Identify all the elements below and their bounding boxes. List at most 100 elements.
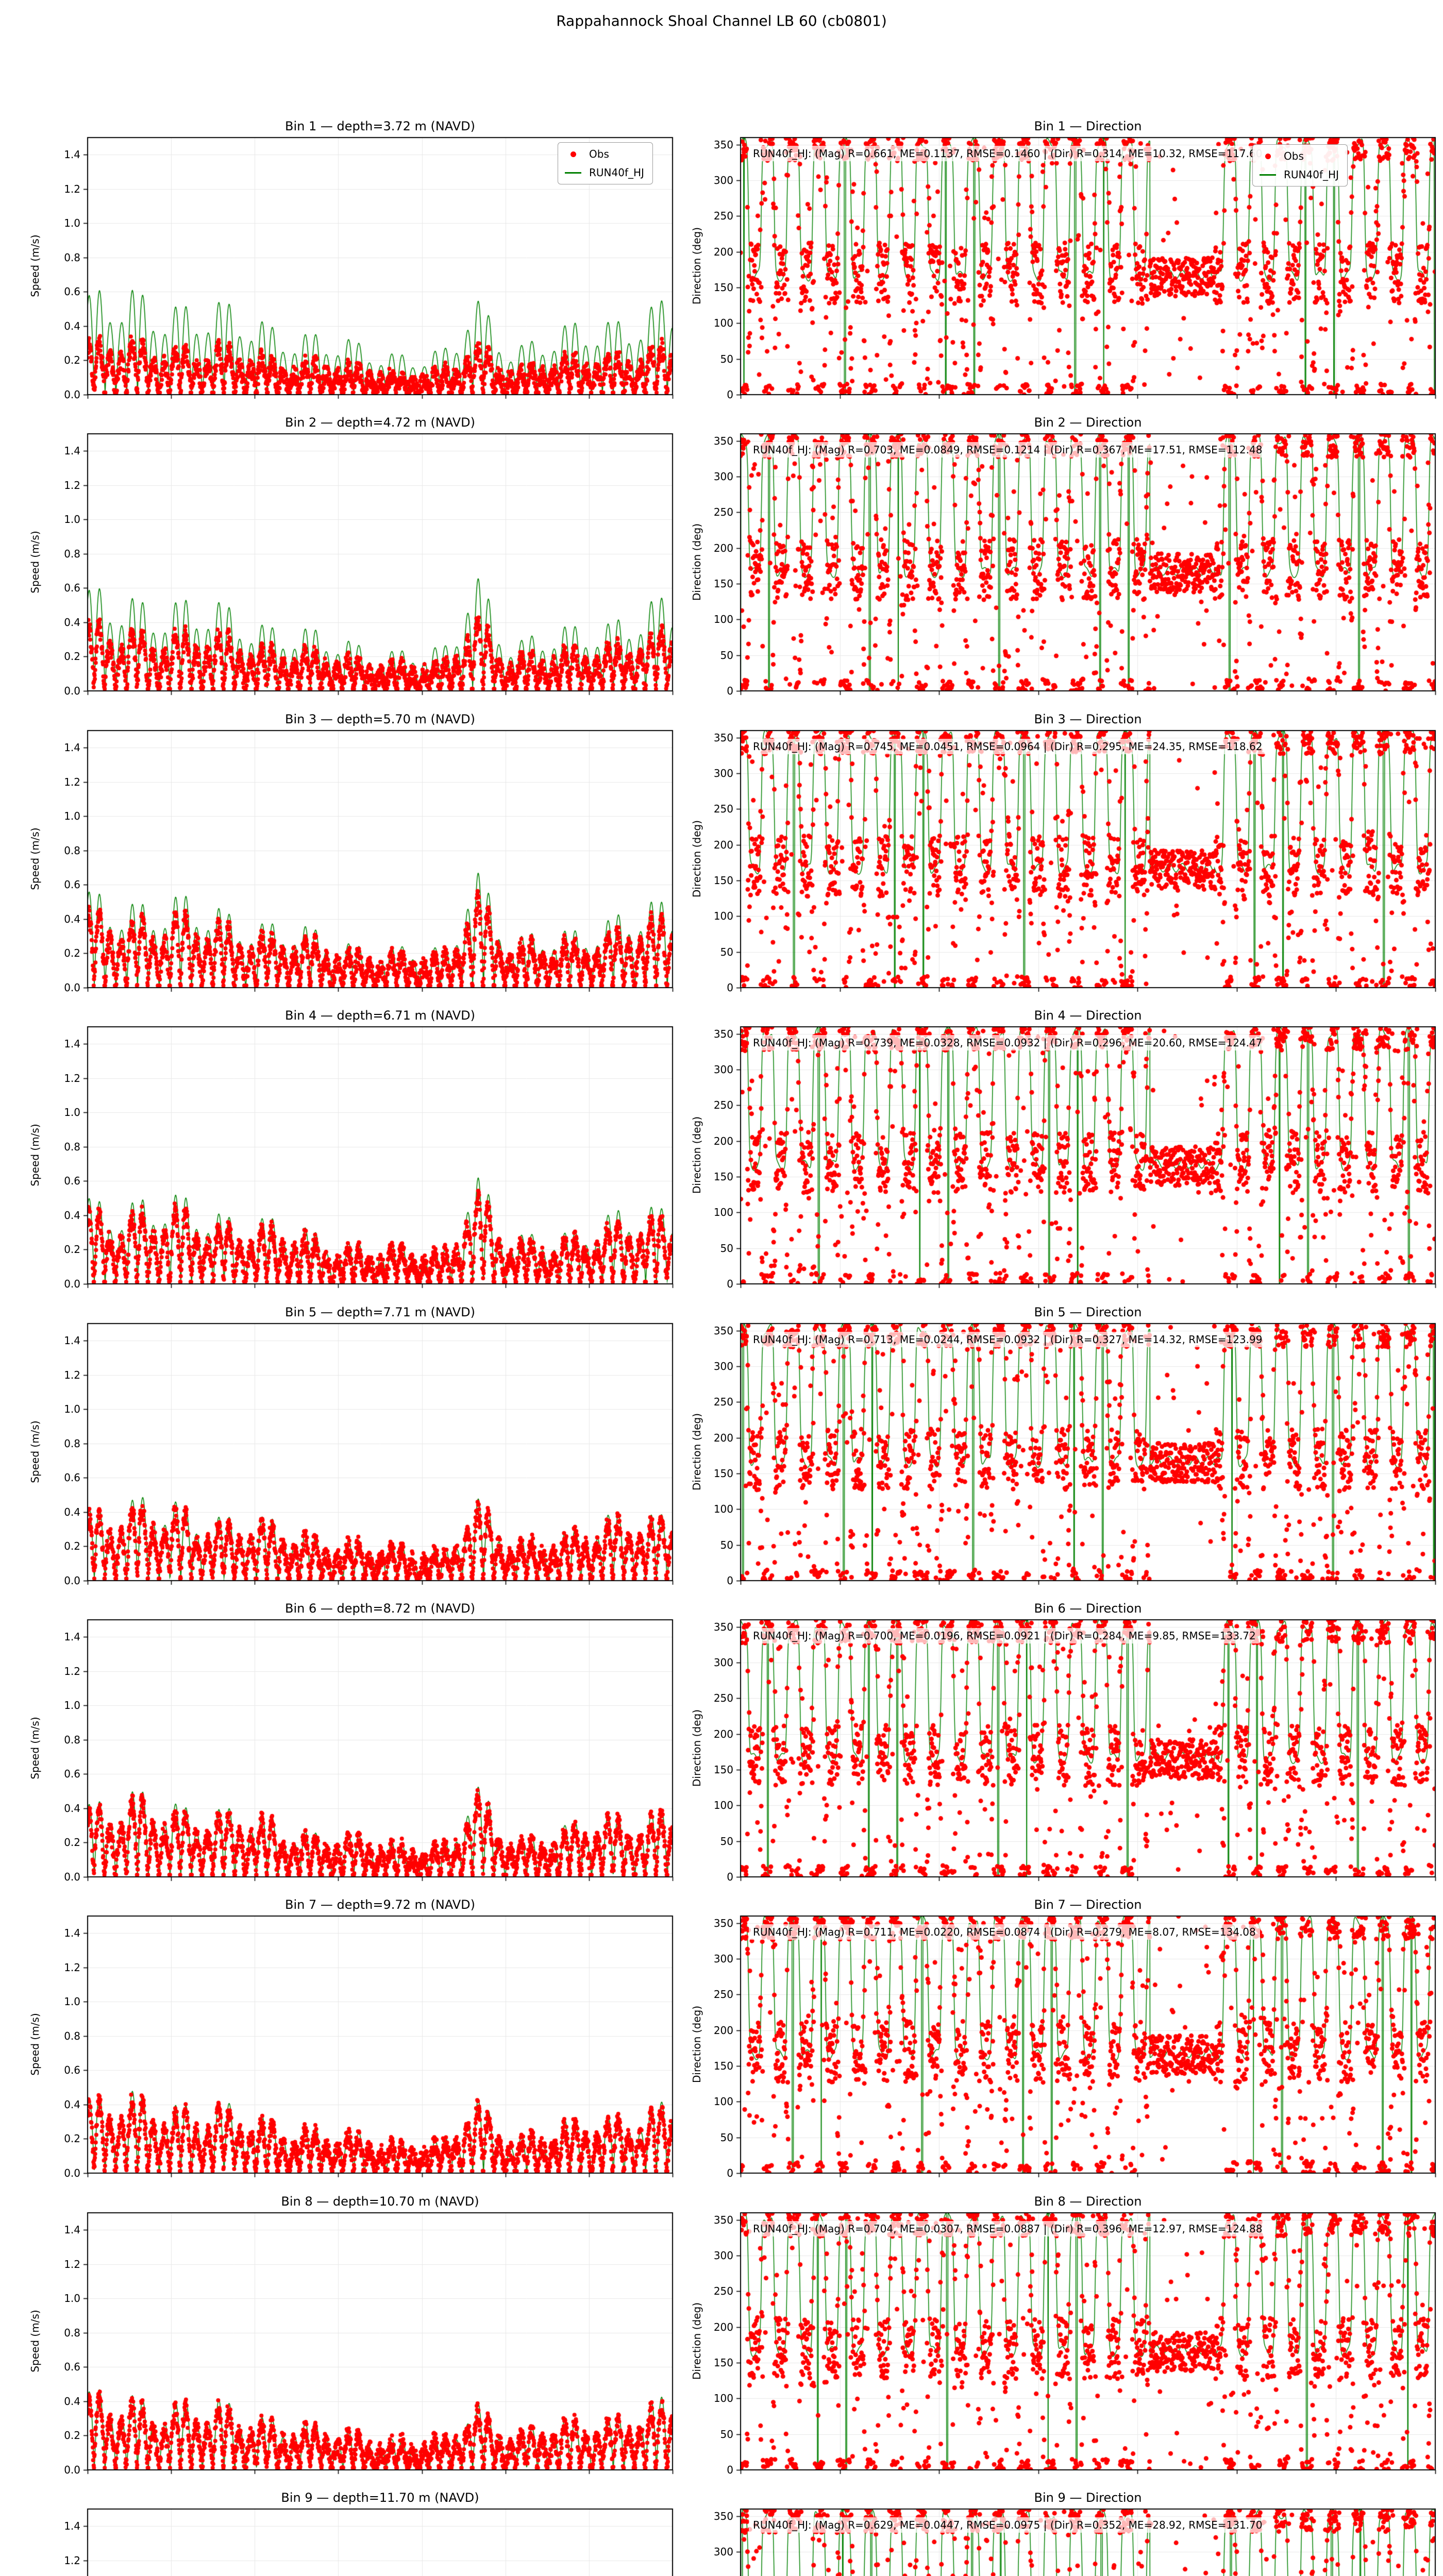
- speed-axis-label: Speed (m/s): [29, 1123, 41, 1187]
- speed-ytick-label: 0.6: [64, 285, 80, 298]
- speed-ytick-label: 0.0: [64, 1871, 80, 1883]
- direction-ytick-label: 100: [713, 2095, 733, 2108]
- speed-ytick-label: 0.4: [64, 2395, 80, 2408]
- direction-ytick-label: 300: [713, 2249, 733, 2262]
- bin-5-speed-plot: [88, 1324, 673, 1581]
- direction-ytick-label: 250: [713, 506, 733, 519]
- speed-axis-label: Speed (m/s): [29, 530, 41, 594]
- direction-ytick-label: 50: [720, 945, 733, 958]
- speed-ytick-label: 1.2: [64, 1961, 80, 1974]
- direction-ytick-label: 100: [713, 2392, 733, 2405]
- model-line-marker: [1259, 174, 1277, 176]
- speed-ytick-label: 0.8: [64, 251, 80, 264]
- direction-ytick-label: 50: [720, 2428, 733, 2441]
- speed-ytick-label: 0.2: [64, 1243, 80, 1256]
- bin-4-direction-title: Bin 4 — Direction: [1034, 1008, 1142, 1023]
- direction-ytick-label: 300: [713, 1063, 733, 1076]
- speed-plot-legend: Obs RUN40f_HJ: [558, 142, 653, 184]
- bin-5-speed-title: Bin 5 — depth=7.71 m (NAVD): [285, 1305, 475, 1319]
- direction-ytick-label: 350: [713, 1324, 733, 1337]
- speed-ytick-label: 0.0: [64, 1574, 80, 1587]
- direction-ytick-label: 50: [720, 2131, 733, 2144]
- bin-7-direction-title: Bin 7 — Direction: [1034, 1897, 1142, 1912]
- speed-ytick-label: 1.4: [64, 445, 80, 457]
- speed-ytick-label: 0.6: [64, 1768, 80, 1781]
- bin-6-stats-annotation: RUN40f_HJ: (Mag) R=0.700, ME=0.0196, RMS…: [749, 1628, 1260, 1643]
- direction-ytick-label: 300: [713, 1656, 733, 1669]
- bin-5-direction-plot: [741, 1324, 1435, 1581]
- direction-ytick-label: 300: [713, 2546, 733, 2558]
- direction-axis-label: Direction (deg): [691, 2302, 703, 2380]
- speed-ytick-label: 1.4: [64, 1038, 80, 1050]
- model-line-marker: [564, 172, 582, 174]
- speed-ytick-label: 1.4: [64, 148, 80, 161]
- bin-6-speed-title: Bin 6 — depth=8.72 m (NAVD): [285, 1601, 475, 1616]
- direction-ytick-label: 200: [713, 838, 733, 851]
- direction-ytick-label: 250: [713, 1988, 733, 2001]
- direction-ytick-label: 250: [713, 1396, 733, 1409]
- direction-axis-label: Direction (deg): [691, 1709, 703, 1787]
- direction-ytick-label: 150: [713, 2357, 733, 2369]
- obs-dot-marker: [1259, 153, 1277, 159]
- speed-ytick-label: 0.6: [64, 582, 80, 595]
- direction-ytick-label: 0: [727, 1278, 733, 1290]
- speed-axis-label: Speed (m/s): [29, 827, 41, 890]
- direction-ytick-label: 300: [713, 470, 733, 483]
- speed-ytick-label: 1.0: [64, 217, 80, 230]
- bin-9-stats-annotation: RUN40f_HJ: (Mag) R=0.629, ME=0.0447, RMS…: [749, 2517, 1267, 2533]
- speed-ytick-label: 1.4: [64, 1631, 80, 1643]
- direction-ytick-label: 350: [713, 138, 733, 151]
- speed-ytick-label: 0.8: [64, 2029, 80, 2042]
- bin-8-stats-annotation: RUN40f_HJ: (Mag) R=0.704, ME=0.0307, RMS…: [749, 2221, 1267, 2236]
- direction-plot-legend: Obs RUN40f_HJ: [1252, 144, 1348, 187]
- direction-ytick-label: 50: [720, 352, 733, 365]
- bin-1-direction-title: Bin 1 — Direction: [1034, 119, 1142, 133]
- speed-ytick-label: 0.0: [64, 981, 80, 994]
- speed-ytick-label: 1.2: [64, 775, 80, 788]
- bin-8-speed-plot: [88, 2213, 673, 2470]
- direction-ytick-label: 250: [713, 803, 733, 816]
- bin-9-direction-title: Bin 9 — Direction: [1034, 2490, 1142, 2505]
- bin-3-direction-plot: [741, 731, 1435, 988]
- bin-2-stats-annotation: RUN40f_HJ: (Mag) R=0.703, ME=0.0849, RMS…: [749, 442, 1267, 457]
- direction-ytick-label: 50: [720, 1242, 733, 1255]
- bin-4-direction-plot: [741, 1027, 1435, 1284]
- direction-ytick-label: 350: [713, 1620, 733, 1633]
- direction-ytick-label: 100: [713, 910, 733, 923]
- bin-6-speed-plot: [88, 1620, 673, 1877]
- speed-ytick-label: 0.0: [64, 1278, 80, 1290]
- speed-ytick-label: 0.0: [64, 2167, 80, 2179]
- direction-ytick-label: 100: [713, 1503, 733, 1516]
- direction-axis-label: Direction (deg): [691, 523, 703, 601]
- bin-7-speed-plot: [88, 1916, 673, 2173]
- obs-dot-marker: [564, 151, 582, 157]
- direction-ytick-label: 250: [713, 210, 733, 223]
- direction-ytick-label: 50: [720, 1538, 733, 1551]
- direction-ytick-label: 350: [713, 731, 733, 744]
- speed-ytick-label: 0.4: [64, 1209, 80, 1222]
- direction-axis-label: Direction (deg): [691, 820, 703, 897]
- direction-ytick-label: 350: [713, 1027, 733, 1040]
- direction-ytick-label: 300: [713, 767, 733, 780]
- bin-6-direction-title: Bin 6 — Direction: [1034, 1601, 1142, 1616]
- speed-ytick-label: 0.4: [64, 616, 80, 629]
- speed-ytick-label: 1.0: [64, 1106, 80, 1119]
- direction-ytick-label: 150: [713, 2060, 733, 2073]
- direction-ytick-label: 150: [713, 1171, 733, 1183]
- obs-legend-label: Obs: [589, 148, 609, 160]
- direction-ytick-label: 0: [727, 388, 733, 401]
- speed-axis-label: Speed (m/s): [29, 2309, 41, 2372]
- direction-ytick-label: 100: [713, 1206, 733, 1219]
- speed-ytick-label: 0.4: [64, 912, 80, 925]
- bin-2-direction-title: Bin 2 — Direction: [1034, 415, 1142, 430]
- speed-ytick-label: 1.0: [64, 1403, 80, 1416]
- speed-ytick-label: 1.2: [64, 1072, 80, 1084]
- direction-ytick-label: 300: [713, 174, 733, 187]
- speed-ytick-label: 0.2: [64, 650, 80, 663]
- speed-axis-label: Speed (m/s): [29, 234, 41, 297]
- direction-ytick-label: 0: [727, 2167, 733, 2179]
- direction-axis-label: Direction (deg): [691, 1116, 703, 1194]
- bin-8-direction-title: Bin 8 — Direction: [1034, 2194, 1142, 2209]
